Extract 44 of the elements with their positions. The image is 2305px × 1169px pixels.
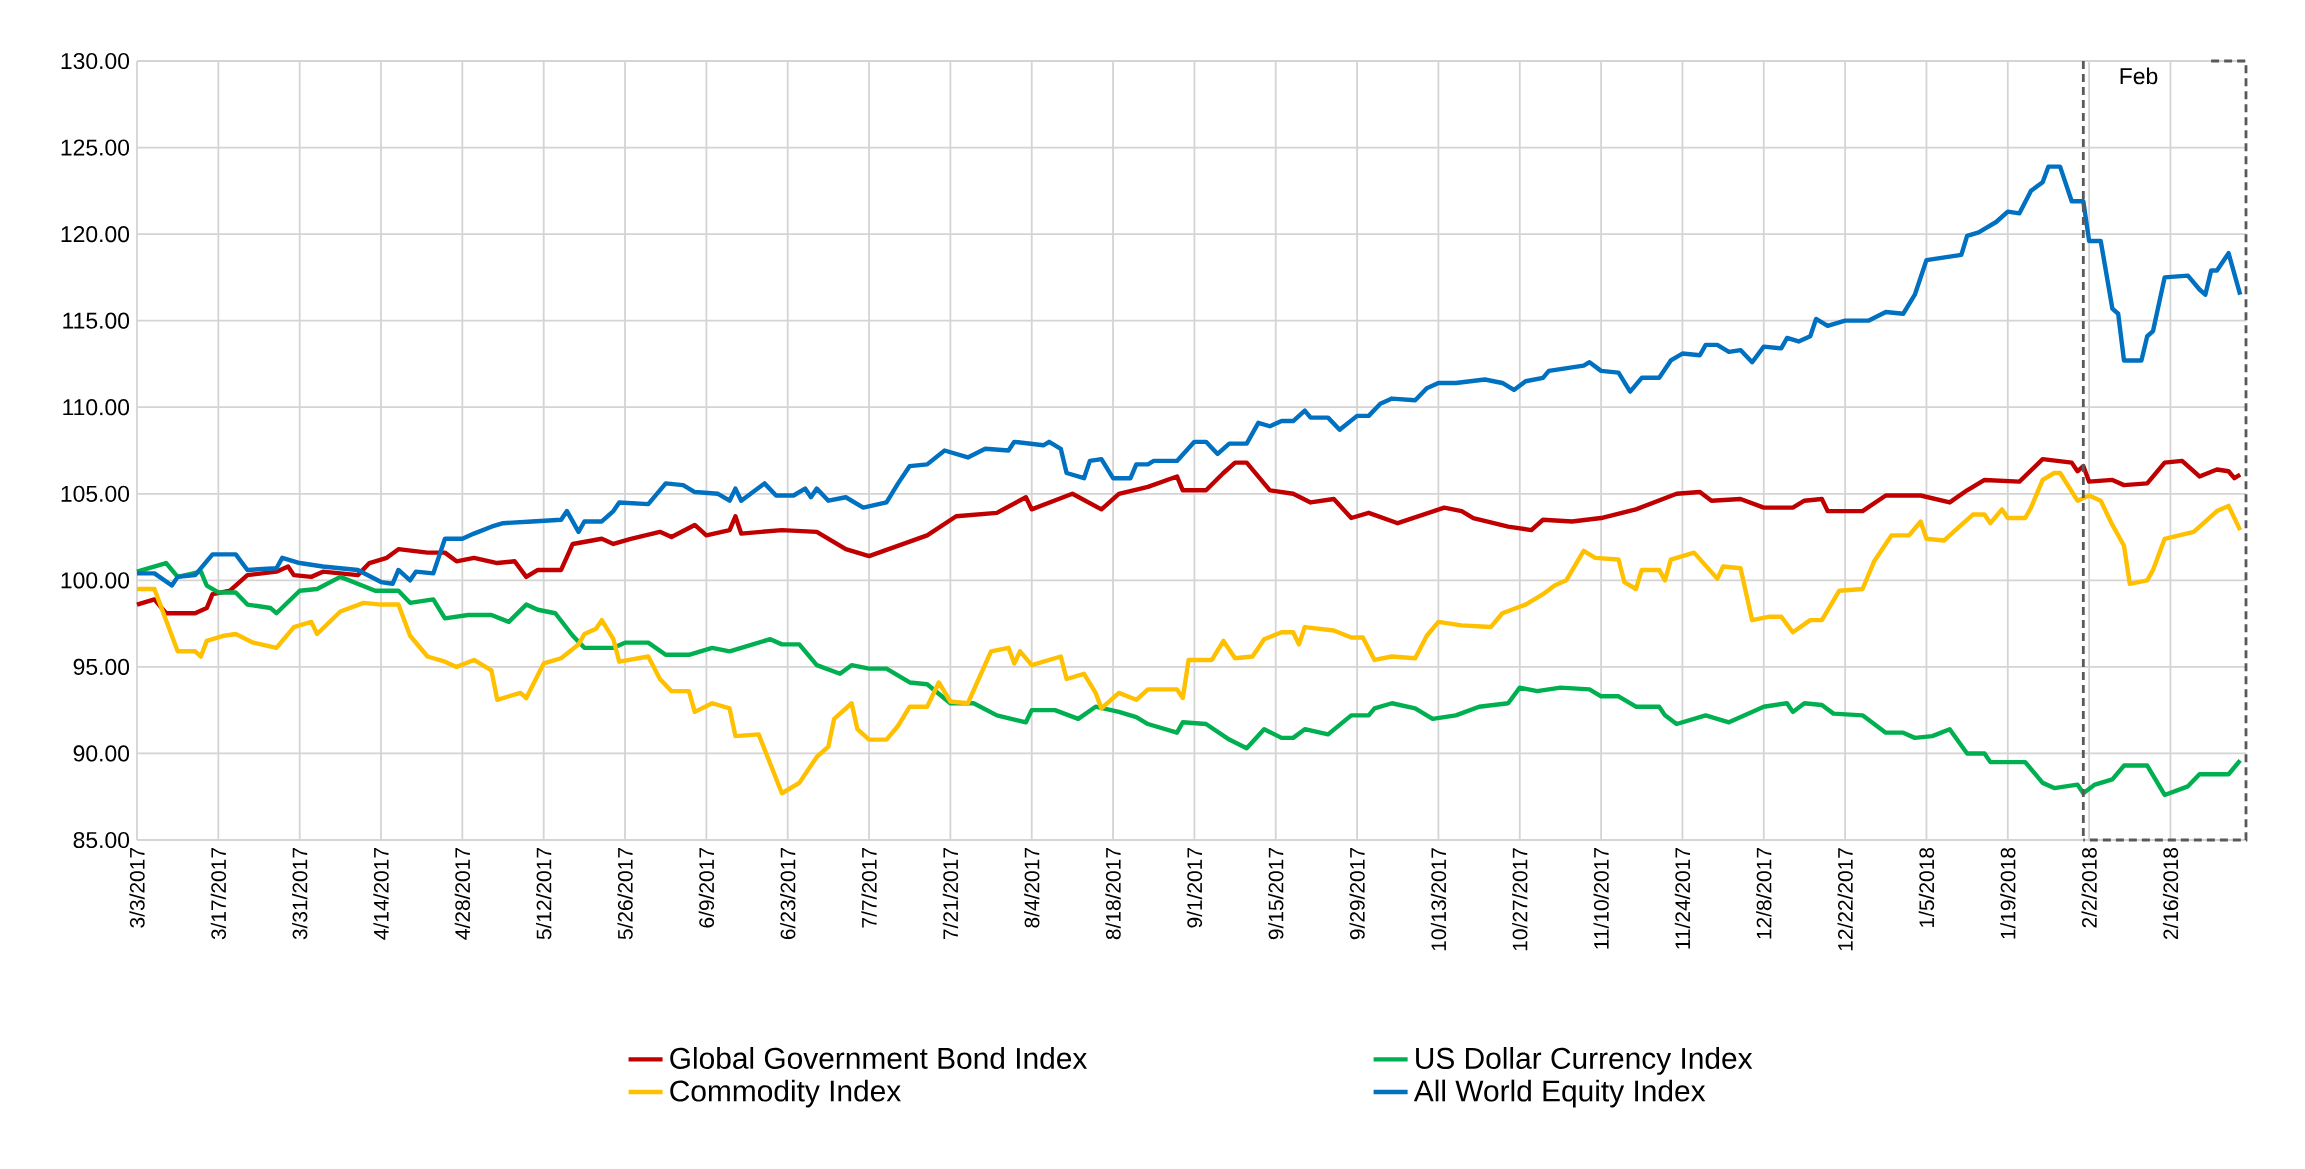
x-tick-label: 8/18/2017 xyxy=(1105,848,1121,940)
x-tick-label: 8/4/2017 xyxy=(1024,848,1040,928)
line-series xyxy=(134,456,2243,616)
x-tick-label: 1/19/2018 xyxy=(2000,847,2016,939)
y-tick-label: 90.00 xyxy=(73,745,130,762)
y-tick-label: 130.00 xyxy=(61,52,130,70)
x-tick-label: 1/5/2018 xyxy=(1918,847,1935,927)
legend-label: Commodity Index xyxy=(670,1079,901,1108)
legend-label: All World Equity Index xyxy=(1413,1079,1706,1108)
x-tick-label: 11/10/2017 xyxy=(1593,848,1609,949)
y-tick-label: 115.00 xyxy=(63,312,130,329)
x-tick-label: 3/31/2017 xyxy=(292,848,308,940)
x-tick-label: 2/16/2018 xyxy=(2162,847,2179,940)
x-tick-label: 5/26/2017 xyxy=(617,848,633,940)
y-tick-label: 120.00 xyxy=(61,226,130,243)
x-tick-label: 4/28/2017 xyxy=(454,848,471,940)
x-tick-label: 5/12/2017 xyxy=(536,848,552,940)
x-tick-label: 2/2/2018 xyxy=(2081,847,2097,928)
legend-label: US Dollar Currency Index xyxy=(1416,1047,1753,1075)
x-tick-label: 11/24/2017 xyxy=(1674,848,1691,949)
y-tick-label: 105.00 xyxy=(61,485,130,502)
x-tick-label: 10/27/2017 xyxy=(1512,848,1528,951)
y-tick-label: 85.00 xyxy=(73,831,130,849)
x-tick-label: 6/9/2017 xyxy=(698,848,715,928)
x-tick-label: 12/8/2017 xyxy=(1756,848,1772,939)
x-tick-label: 6/23/2017 xyxy=(780,848,796,940)
y-tick-label: 95.00 xyxy=(73,658,130,675)
x-tick-label: 9/29/2017 xyxy=(1349,848,1365,940)
x-tick-label: 10/13/2017 xyxy=(1430,848,1447,951)
line-series xyxy=(134,470,2243,796)
legend-label: Global Government Bond Index xyxy=(670,1047,1088,1069)
x-tick-label: 4/14/2017 xyxy=(373,848,389,940)
x-tick-label: 3/3/2017 xyxy=(129,848,145,928)
x-tick-label: 9/1/2017 xyxy=(1186,848,1203,928)
x-tick-label: 7/21/2017 xyxy=(942,848,959,940)
y-tick-label: 100.00 xyxy=(61,572,130,589)
x-tick-label: 9/15/2017 xyxy=(1268,848,1284,940)
ref-line-label: Feb xyxy=(2120,67,2158,85)
x-tick-label: 7/7/2017 xyxy=(861,848,877,928)
line-series xyxy=(134,164,2243,588)
x-tick-label: 3/17/2017 xyxy=(210,848,227,940)
x-tick-label: 12/22/2017 xyxy=(1837,848,1853,951)
y-tick-label: 125.00 xyxy=(61,139,130,156)
y-tick-label: 110.00 xyxy=(63,399,130,416)
